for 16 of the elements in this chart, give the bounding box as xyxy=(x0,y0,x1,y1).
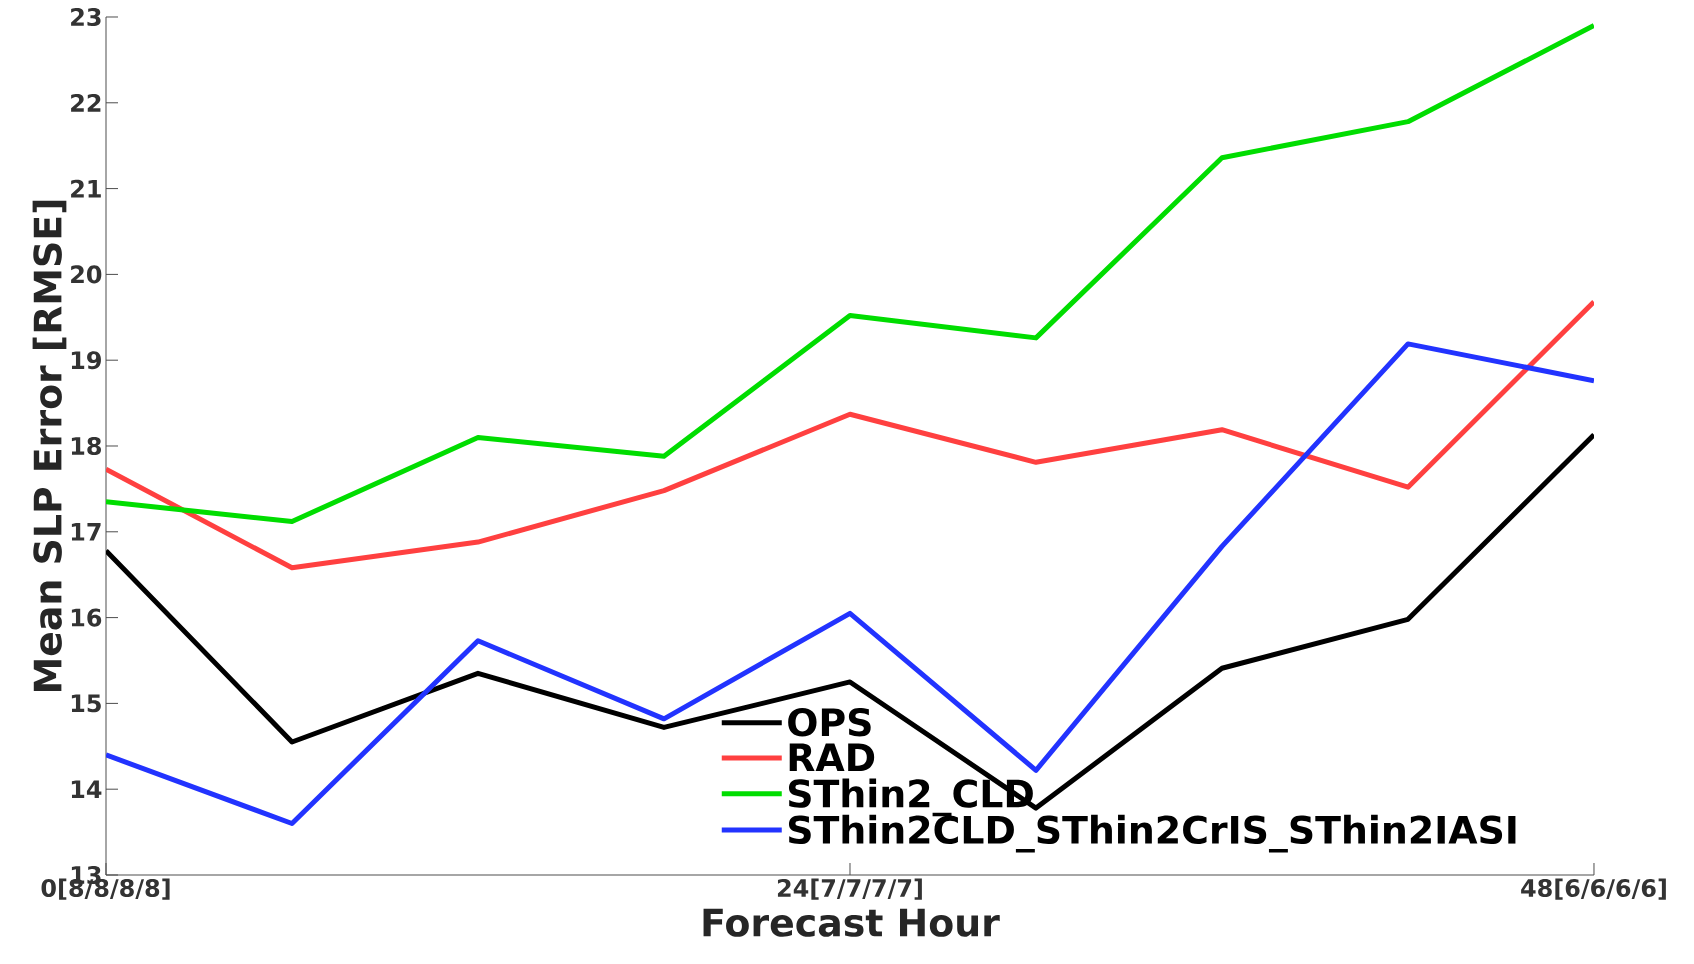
y-tick-label: 21 xyxy=(71,179,101,198)
legend-label: OPS xyxy=(788,707,871,737)
x-tick-label: 48[6/6/6/6] xyxy=(1521,878,1666,900)
y-axis-title: Mean SLP Error [RMSE] xyxy=(32,200,67,692)
y-tick-label: 19 xyxy=(71,351,101,370)
y-tick-label: 18 xyxy=(71,436,101,456)
x-axis-title: Forecast Hour xyxy=(703,908,1000,937)
y-tick-label: 17 xyxy=(71,523,101,541)
y-tick-label: 16 xyxy=(71,608,102,627)
y-tick-label: 15 xyxy=(71,694,101,713)
legend-label: RAD xyxy=(789,743,875,772)
y-tick-label: 20 xyxy=(71,265,102,284)
x-tick-label: 24[7/7/7/7] xyxy=(777,878,922,900)
y-tick-label: 22 xyxy=(71,93,101,112)
y-tick-label: 23 xyxy=(71,7,101,27)
y-tick-label: 14 xyxy=(71,780,102,798)
